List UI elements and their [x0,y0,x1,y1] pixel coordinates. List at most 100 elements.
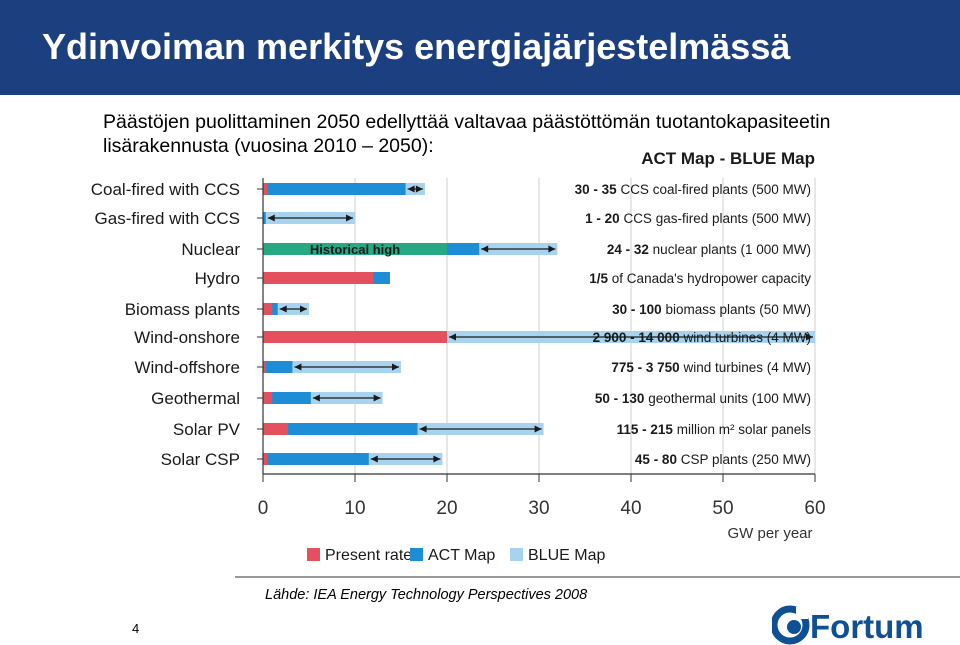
range-arrow-left [449,333,456,341]
annotation-text: nuclear plants (1 000 MW) [649,242,811,257]
x-tick-label: 20 [436,498,457,519]
annotation-count: 30 - 100 [612,302,662,317]
bar-present-rate [263,183,268,195]
x-tick-label: 10 [344,498,365,519]
category-label: Biomass plants [125,300,240,319]
category-label: Gas-fired with CCS [95,209,240,228]
bar-act-map [263,183,406,195]
chart-annotations: 30 - 35 CCS coal-fired plants (500 MW) 1 … [575,182,812,467]
range-arrow-left [312,394,320,402]
bar-historical-high [263,243,447,255]
fortum-logo-mark-icon [772,605,810,645]
annotation: 115 - 215 million m² solar panels [617,422,812,437]
legend-swatch [410,548,423,561]
range-arrow-left [419,425,427,433]
annotation-count: 50 - 130 [595,391,645,406]
range-arrow-left [279,305,287,313]
annotation-count: 115 - 215 [617,422,674,437]
x-tick-label: 50 [712,498,733,519]
slide-title: Ydinvoiman merkitys energiajärjestelmäss… [42,26,791,67]
category-label: Solar PV [173,420,241,439]
bar-present-rate [263,392,273,404]
range-arrow-right [415,185,423,193]
category-label: Solar CSP [161,450,240,469]
annotation-text: wind turbines (4 MW) [680,330,811,345]
source-note: Lähde: IEA Energy Technology Perspective… [265,587,588,603]
slide-subtitle: Päästöjen puolittaminen 2050 edellyttää … [103,111,831,157]
annotation-text: CCS gas-fired plants (500 MW) [620,211,811,226]
bar-present-rate [263,272,374,284]
range-arrow-left [481,245,489,253]
annotation: 24 - 32 nuclear plants (1 000 MW) [607,242,811,257]
annotation-count: 24 - 32 [607,242,649,257]
annotation-count: 45 - 80 [635,452,677,467]
annotation-count: 775 - 3 750 [611,360,679,375]
category-label: Hydro [195,269,240,288]
annotation: 1/5 of Canada's hydropower capacity [589,271,811,286]
category-label: Coal-fired with CCS [91,180,240,199]
bar-present-rate [263,423,288,435]
bar-present-rate [263,361,266,373]
fortum-logo-text: Fortum [810,608,924,645]
fortum-logo: Fortum [772,605,924,645]
chart-category-labels: Coal-fired with CCS Gas-fired with CCS Nuc… [91,180,241,469]
bar-present-rate [263,331,447,343]
range-arrow-right [534,425,542,433]
annotation: 1 - 20 CCS gas-fired plants (500 MW) [585,211,811,226]
annotation: 2 900 - 14 000 wind turbines (4 MW) [593,330,811,345]
range-arrow-right [392,363,399,371]
annotation-text: geothermal units (100 MW) [644,391,811,406]
annotation-text: million m² solar panels [673,422,811,437]
annotation-count: 1/5 [589,271,608,286]
range-arrow-right [548,245,556,253]
range-arrow-left [294,363,302,371]
chart-title: ACT Map - BLUE Map [641,149,815,168]
bar-present-rate [263,453,268,465]
annotation-text: CCS coal-fired plants (500 MW) [617,182,811,197]
range-arrow-right [300,305,307,313]
category-label: Wind-onshore [134,328,240,347]
page-number: 4 [132,621,140,636]
range-arrow-right [806,333,813,341]
annotation: 45 - 80 CSP plants (250 MW) [635,452,811,467]
category-label: Wind-offshore [134,358,240,377]
annotation-count: 1 - 20 [585,211,620,226]
annotation-text: wind turbines (4 MW) [680,360,811,375]
title-bar [0,0,960,95]
range-arrow-right [373,394,381,402]
annotation: 775 - 3 750 wind turbines (4 MW) [611,360,811,375]
bar-present-rate [263,303,273,315]
category-label: Geothermal [151,389,240,408]
annotation: 50 - 130 geothermal units (100 MW) [595,391,811,406]
x-tick-label: 60 [804,498,825,519]
chart-x-axis-label: GW per year [727,525,812,542]
annotation-text: biomass plants (50 MW) [662,302,811,317]
annotation-count: 30 - 35 [575,182,618,197]
range-arrow-left [407,185,415,193]
legend-label: BLUE Map [528,547,605,564]
range-arrow-right [346,214,353,222]
x-tick-label: 30 [528,498,549,519]
range-arrow-right [433,455,441,463]
category-label: Nuclear [181,240,240,259]
range-arrow-left [370,455,378,463]
annotation: 30 - 100 biomass plants (50 MW) [612,302,811,317]
bar-act-map [263,212,266,224]
bar-act-map [263,453,369,465]
legend-label: ACT Map [428,547,495,564]
chart-axis: 0 10 20 30 40 50 60 [257,178,826,519]
annotation-count: 2 900 - 14 000 [593,330,680,345]
bar-act-map [263,392,311,404]
x-tick-label: 40 [620,498,641,519]
historical-high-label: Historical high [310,242,400,257]
x-tick-label: 0 [258,498,269,519]
legend-swatch [510,548,523,561]
legend-label: Present rate [325,547,412,564]
bar-act-map [263,361,293,373]
chart-bars: Historical high [263,183,815,465]
annotation: 30 - 35 CCS coal-fired plants (500 MW) [575,182,811,197]
legend-swatch [307,548,320,561]
bar-act-map [263,423,418,435]
chart-legend: Present rate ACT Map BLUE Map [307,547,605,564]
